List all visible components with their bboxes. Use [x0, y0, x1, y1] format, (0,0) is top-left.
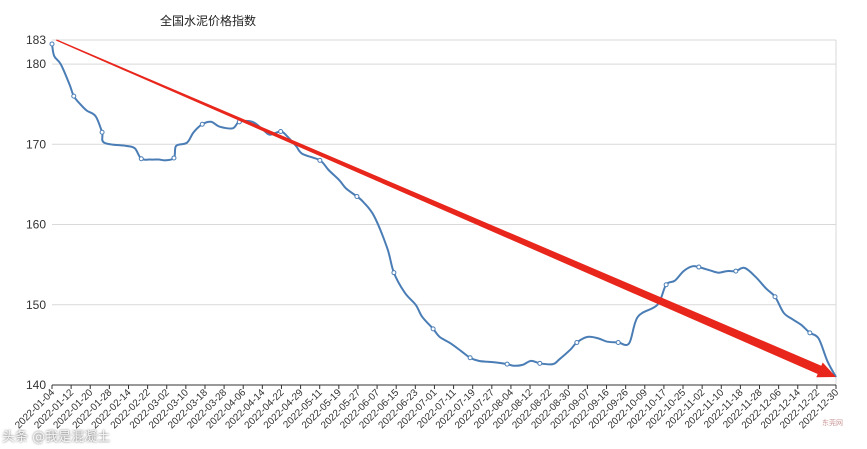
data-point: [99, 129, 105, 135]
data-point: [317, 157, 323, 163]
y-tick-label: 170: [26, 137, 46, 151]
trend-arrow: [56, 39, 837, 378]
data-point: [537, 360, 543, 366]
trend-arrow-shape: [56, 39, 837, 378]
chart-title: 全国水泥价格指数: [160, 14, 257, 28]
data-point: [354, 193, 360, 199]
y-axis-ticks: 140 150 160 170 180 183: [26, 33, 46, 392]
y-tick-label: 150: [26, 298, 46, 312]
data-point: [807, 330, 813, 336]
y-tick-label: 140: [26, 378, 46, 392]
data-point: [772, 294, 778, 300]
data-point: [663, 282, 669, 288]
data-point: [504, 361, 510, 367]
watermark-left: 头条 @我是混凝土: [2, 430, 111, 445]
series-line-path: [51, 43, 837, 378]
y-tick-label: 180: [26, 57, 46, 71]
data-point: [391, 270, 397, 276]
data-point: [71, 93, 77, 99]
y-tick-label: 160: [26, 218, 46, 232]
data-point: [615, 339, 621, 345]
data-point: [138, 156, 144, 162]
y-tick-label: 183: [26, 33, 46, 47]
data-point: [278, 128, 284, 134]
grid-lines: [52, 39, 837, 386]
data-point: [430, 326, 436, 332]
data-point: [696, 264, 702, 270]
data-point: [171, 155, 177, 161]
data-point: [49, 41, 55, 47]
x-axis: 2022-01-042022-01-122022-01-202022-01-28…: [13, 384, 841, 431]
data-point: [199, 121, 205, 127]
series-line: [51, 43, 837, 378]
data-point: [467, 355, 473, 361]
data-point: [574, 339, 580, 345]
watermark-right: 东莞网: [822, 419, 843, 427]
data-point: [733, 268, 739, 274]
